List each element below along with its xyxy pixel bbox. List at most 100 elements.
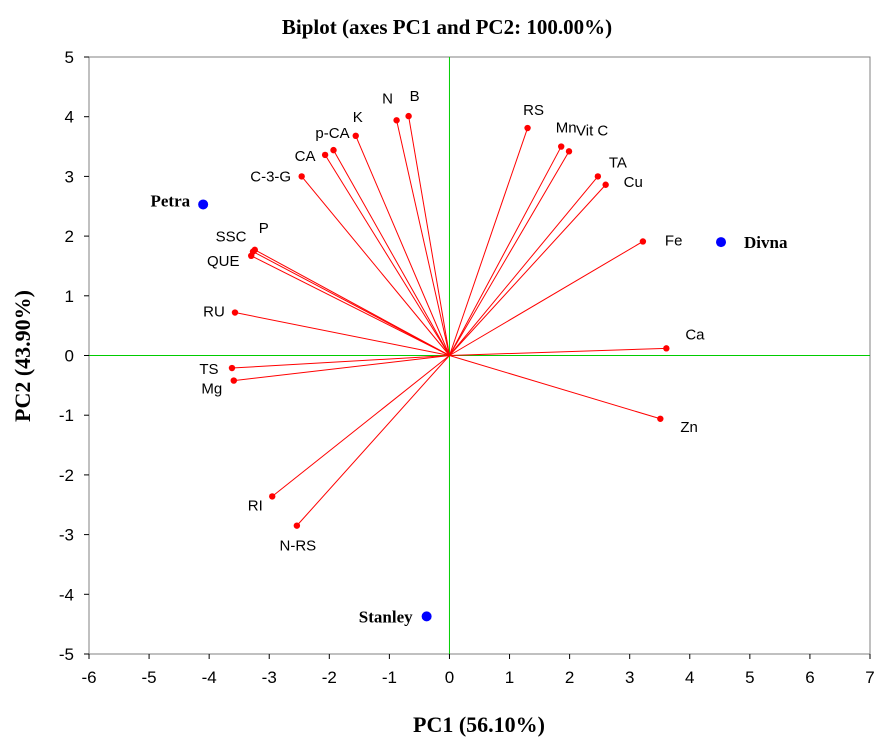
y-tick-label: 2 (65, 227, 74, 246)
zero-lines (89, 57, 870, 654)
y-axis-title: PC2 (43.90%) (10, 290, 35, 422)
vector-label-p: P (259, 220, 269, 237)
vector-label-ca: Ca (685, 326, 705, 343)
vector-ta (449, 176, 599, 356)
vector-point-rs (524, 124, 531, 132)
y-tick-label: 5 (65, 48, 74, 67)
observation-label-stanley: Stanley (359, 607, 413, 626)
vector-point-cu (602, 181, 609, 188)
vector-point-ri (269, 493, 276, 500)
x-tick-label: 4 (685, 668, 694, 687)
vector-mn (449, 146, 562, 356)
vector-zn (449, 355, 661, 420)
y-tick-label: 0 (65, 347, 74, 366)
vector-n-rs (296, 355, 450, 526)
vector-label-zn: Zn (680, 419, 698, 436)
vector-label-ru: RU (203, 304, 225, 321)
vector-label-b: B (410, 88, 420, 105)
vector-label-ssc: SSC (216, 229, 247, 246)
vector-label-n-rs: N-RS (280, 538, 317, 555)
x-tick-label: -6 (81, 668, 96, 687)
y-axis-ticks: 5 4 3 2 1 0 -1 -2 -3 -4 -5 (59, 48, 89, 664)
vector-ts (231, 355, 450, 369)
y-tick-label: -4 (59, 585, 74, 604)
x-tick-label: -4 (202, 668, 217, 687)
chart-title: Biplot (axes PC1 and PC2: 100.00%) (282, 15, 612, 39)
observation-point-petra (198, 199, 209, 210)
x-tick-label: 0 (445, 668, 454, 687)
vector-label-n: N (382, 90, 393, 107)
y-tick-label: -1 (59, 406, 74, 425)
vector-b (408, 116, 450, 356)
x-tick-label: -5 (142, 668, 157, 687)
y-tick-label: -5 (59, 645, 74, 664)
x-tick-label: -3 (262, 668, 277, 687)
observation-label-divna: Divna (744, 233, 788, 252)
vector-label-mn: Mn (556, 120, 577, 137)
x-tick-label: -1 (382, 668, 397, 687)
vector-ru (234, 312, 450, 356)
vector-p-ca (333, 149, 450, 356)
vector-point-c-3-g (298, 173, 305, 180)
x-tick-label: 7 (865, 668, 874, 687)
vector-n (396, 120, 450, 356)
x-tick-label: 6 (805, 668, 814, 687)
vector-point-mn (558, 143, 565, 150)
vector-label-vit-c: Vit C (576, 122, 608, 139)
vector-label-k: K (353, 109, 363, 126)
y-tick-label: 3 (65, 167, 74, 186)
vector-point-ta (594, 173, 602, 180)
vector-point-vit-c (565, 148, 573, 155)
vector-label-ts: TS (199, 361, 218, 378)
y-tick-label: -2 (59, 466, 74, 485)
vector-rs (448, 127, 529, 356)
vector-vit-c (449, 151, 570, 356)
x-tick-label: 2 (565, 668, 574, 687)
vector-k (355, 135, 450, 356)
vector-label-ri: RI (248, 497, 263, 514)
vector-point-ru (231, 309, 239, 316)
vector-ca (324, 154, 450, 356)
y-tick-label: 1 (65, 287, 74, 306)
vector-point-ca (663, 345, 670, 352)
vector-ca (449, 347, 667, 356)
vector-point-que (248, 252, 255, 260)
vector-c-3-g (301, 176, 450, 356)
variable-vectors: N B Kp-CA CAC-3-G P SSC QUE RU TS Mg RI N-RS RS Mn Vit… (199, 88, 705, 555)
vector-cu (449, 184, 607, 356)
x-axis-title: PC1 (56.10%) (413, 712, 545, 737)
vector-ri (271, 355, 450, 497)
x-tick-label: 5 (745, 668, 754, 687)
observation-point-divna (716, 237, 727, 248)
vector-point-ts (228, 364, 236, 372)
y-tick-label: -3 (59, 526, 74, 545)
observation-points: Petra Divna Stanley (151, 191, 788, 626)
vector-point-ca (321, 151, 329, 159)
vector-point-k (352, 132, 359, 140)
vector-label-rs: RS (523, 102, 544, 119)
x-tick-label: 3 (625, 668, 634, 687)
y-tick-label: 4 (65, 108, 74, 127)
observation-label-petra: Petra (151, 191, 191, 210)
x-tick-label: -2 (322, 668, 337, 687)
vector-label-ca: CA (295, 148, 316, 165)
vector-label-c-3-g: C-3-G (250, 168, 291, 185)
x-tick-label: 1 (505, 668, 514, 687)
observation-point-stanley (421, 611, 432, 622)
vector-label-cu: Cu (624, 174, 643, 191)
vector-point-n (393, 117, 400, 124)
vector-point-b (405, 112, 412, 120)
vector-que (250, 255, 450, 356)
vector-label-fe: Fe (665, 232, 683, 249)
vector-point-p-ca (330, 146, 337, 154)
vector-mg (233, 355, 450, 382)
vector-label-mg: Mg (201, 381, 222, 398)
vector-label-que: QUE (207, 253, 240, 270)
x-axis-ticks: -6 -5 -4 -3 -2 -1 0 1 2 3 4 5 6 7 (81, 654, 875, 687)
vector-label-p-ca: p-CA (315, 125, 349, 142)
vector-fe (449, 241, 644, 356)
vector-label-ta: TA (609, 154, 627, 171)
vector-point-fe (639, 238, 647, 245)
vector-ssc (252, 251, 450, 356)
vector-point-mg (230, 377, 237, 384)
